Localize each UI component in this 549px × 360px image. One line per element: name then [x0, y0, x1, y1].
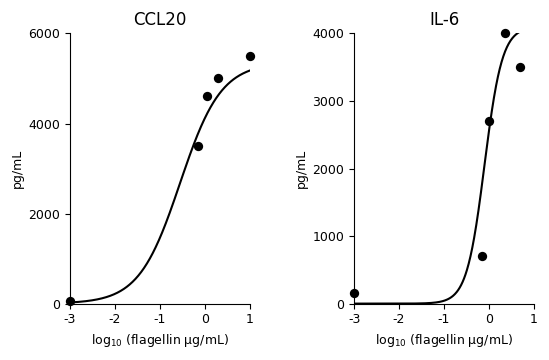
Point — [214, 76, 223, 81]
Title: IL-6: IL-6 — [429, 11, 459, 29]
X-axis label: log$_{10}$ (flagellin μg/mL): log$_{10}$ (flagellin μg/mL) — [91, 332, 229, 349]
Point — [516, 64, 525, 70]
Point — [350, 291, 358, 296]
Point — [478, 253, 486, 259]
Title: CCL20: CCL20 — [133, 11, 187, 29]
Point — [203, 94, 211, 99]
Y-axis label: pg/mL: pg/mL — [11, 149, 24, 188]
Point — [500, 31, 509, 36]
X-axis label: log$_{10}$ (flagellin μg/mL): log$_{10}$ (flagellin μg/mL) — [375, 332, 513, 349]
Point — [485, 118, 494, 124]
Point — [194, 143, 203, 149]
Point — [245, 53, 254, 59]
Y-axis label: pg/mL: pg/mL — [295, 149, 309, 188]
Point — [65, 298, 74, 304]
